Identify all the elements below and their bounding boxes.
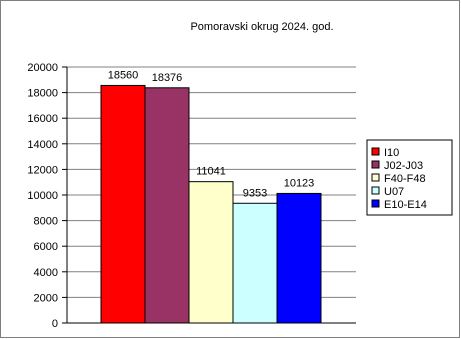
data-label: 10123 [284, 177, 315, 189]
legend-swatch [371, 173, 380, 182]
legend-label: I10 [384, 147, 399, 159]
legend-label: E10-E14 [384, 199, 427, 211]
y-tick-label: 18000 [27, 88, 58, 100]
legend-label: J02-J03 [384, 160, 423, 172]
y-tick-label: 20000 [27, 62, 58, 74]
legend-label: U07 [384, 186, 404, 198]
chart-title: Pomoravski okrug 2024. god. [190, 21, 333, 33]
y-tick-label: 4000 [34, 267, 58, 279]
y-tick-label: 16000 [27, 113, 58, 125]
bar-layer [100, 84, 322, 324]
y-tick-label: 8000 [34, 216, 58, 228]
legend-swatch [371, 160, 380, 169]
data-label: 9353 [243, 187, 267, 199]
data-label-layer: 18560 18376 11041 9353 10123 [108, 69, 315, 199]
y-tick-label: 14000 [27, 139, 58, 151]
bar-e10-e14 [276, 192, 322, 324]
y-tick-label: 10000 [27, 190, 58, 202]
legend-label: F40-F48 [384, 173, 426, 185]
legend-swatch [371, 147, 380, 156]
bar-i10 [100, 84, 146, 324]
bar-u07 [232, 202, 278, 324]
y-tick-label: 12000 [27, 164, 58, 176]
y-tick-label: 6000 [34, 241, 58, 253]
data-label: 18560 [108, 69, 139, 81]
data-label: 11041 [196, 166, 226, 178]
axis-layer: 0 2000 4000 6000 8000 10000 12000 14000 16000 180… [27, 62, 356, 330]
bar-j02-j03 [144, 87, 190, 324]
y-tick-label: 0 [52, 318, 58, 330]
legend-swatch [371, 199, 380, 208]
data-label: 18376 [152, 72, 183, 84]
legend-box [366, 139, 453, 216]
y-tick-label: 2000 [34, 292, 58, 304]
legend-swatch [371, 186, 380, 195]
bar-f40-f48 [188, 181, 234, 324]
